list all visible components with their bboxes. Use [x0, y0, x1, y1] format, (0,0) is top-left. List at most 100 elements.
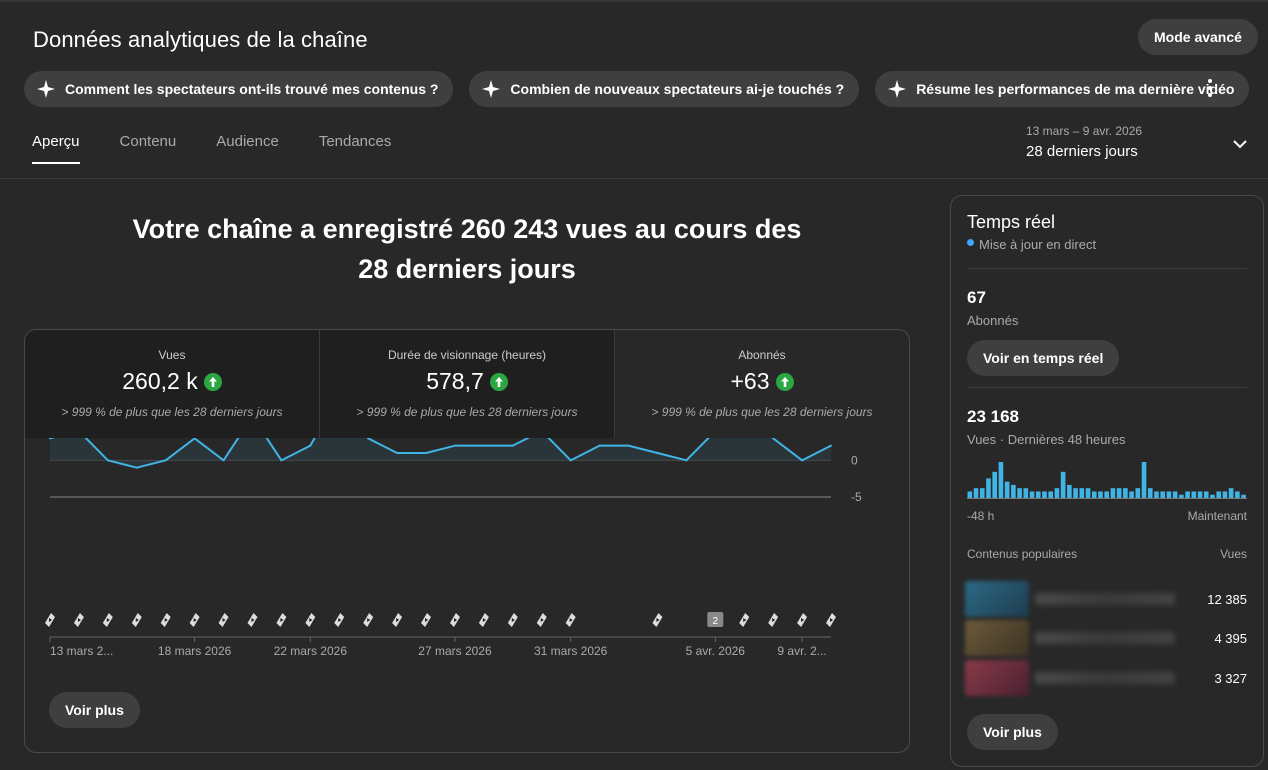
realtime-axis-end: Maintenant [1187, 509, 1247, 523]
realtime-bar [1228, 488, 1234, 498]
realtime-axis-start: -48 h [967, 509, 995, 523]
series-segment [135, 459, 167, 469]
popular-views-count: 3 327 [1214, 671, 1247, 686]
overview-card: Vues 260,2 k > 999 % de plus que les 28 … [24, 329, 910, 753]
realtime-bar [1035, 491, 1041, 498]
metric-comparison: > 999 % de plus que les 28 derniers jour… [651, 405, 873, 419]
realtime-bar [1197, 491, 1203, 498]
summary-headline-line1: Votre chaîne a enregistré 260 243 vues a… [132, 214, 802, 244]
metric-value: +63 [730, 368, 770, 394]
realtime-card: Temps réel Mise à jour en direct 67 Abon… [950, 195, 1264, 767]
shorts-play-mark [222, 618, 226, 622]
realtime-bar [1241, 494, 1246, 498]
shorts-play-mark [338, 618, 342, 622]
series-segment [801, 444, 832, 462]
realtime-views-value: 23 168 [967, 407, 1019, 426]
live-label: Mise à jour en direct [979, 237, 1097, 252]
x-tick-label: 5 avr. 2026 [686, 644, 746, 658]
shorts-play-mark [425, 618, 429, 622]
suggestion-chip-last-video[interactable]: Résume les performances de ma dernière v… [875, 71, 1250, 107]
series-segment [280, 444, 312, 462]
x-tick-label: 31 mars 2026 [534, 644, 608, 658]
suggestion-chip-label: Combien de nouveaux spectateurs ai-je to… [510, 81, 845, 97]
series-segment [547, 438, 572, 462]
arrow-up-circle-icon [203, 372, 222, 391]
realtime-bar [1147, 488, 1153, 498]
popular-content-row[interactable]: 12 385 [965, 581, 1247, 617]
blurred-title [1035, 632, 1175, 644]
shorts-play-mark [280, 618, 284, 622]
realtime-bar [1042, 491, 1047, 498]
shorts-play-mark [193, 618, 197, 622]
date-range-text[interactable]: 13 mars – 9 avr. 2026 [1026, 124, 1143, 138]
x-tick-label: 27 mars 2026 [418, 644, 492, 658]
more-vert-icon[interactable] [1198, 76, 1222, 100]
series-segment [425, 444, 456, 454]
realtime-bar [1222, 491, 1228, 498]
series-segment [685, 438, 710, 462]
view-realtime-button[interactable]: Voir en temps réel [967, 340, 1120, 376]
realtime-bar [1172, 491, 1178, 498]
suggestion-chip-discovery[interactable]: Comment les spectateurs ont-ils trouvé m… [24, 71, 454, 107]
realtime-views-label: Vues · Dernières 48 heures [967, 432, 1126, 447]
tab-trends[interactable]: Tendances [318, 133, 392, 150]
realtime-bar [1110, 488, 1116, 498]
realtime-bar [973, 488, 979, 498]
realtime-bar [1029, 491, 1035, 498]
tab-divider [0, 178, 1268, 179]
popular-content-row[interactable]: 3 327 [965, 660, 1247, 696]
realtime-bar [1085, 488, 1091, 498]
metric-subscribers[interactable]: Abonnés +63 > 999 % de plus que les 28 d… [614, 330, 909, 438]
suggestion-chip-new-viewers[interactable]: Combien de nouveaux spectateurs ai-je to… [469, 71, 860, 107]
see-more-button[interactable]: Voir plus [49, 692, 140, 728]
realtime-bar [1079, 488, 1085, 498]
realtime-bar [1023, 488, 1029, 498]
live-indicator: Mise à jour en direct [967, 237, 1096, 252]
shorts-play-mark [569, 618, 573, 622]
date-period-selector[interactable]: 28 derniers jours [1026, 143, 1138, 160]
popular-views-count: 12 385 [1207, 592, 1247, 607]
advanced-mode-button[interactable]: Mode avancé [1138, 19, 1258, 55]
tab-overview[interactable]: Aperçu [32, 133, 80, 164]
popular-content-row[interactable]: 4 395 [965, 620, 1247, 656]
realtime-bar [1123, 488, 1128, 498]
realtime-bar [986, 478, 991, 498]
shorts-play-mark [772, 618, 776, 622]
realtime-bar [1191, 491, 1197, 498]
chevron-down-icon[interactable] [1230, 134, 1250, 154]
sparkle-icon [37, 80, 55, 98]
realtime-bar [1011, 484, 1016, 498]
realtime-see-more-button[interactable]: Voir plus [967, 714, 1058, 750]
realtime-subscribers-label: Abonnés [967, 313, 1019, 328]
metric-label: Abonnés [738, 348, 786, 362]
realtime-bar [1048, 491, 1054, 498]
shorts-play-mark [830, 618, 833, 622]
y-tick-label: -5 [851, 490, 862, 504]
metric-label: Durée de visionnage (heures) [387, 348, 547, 362]
realtime-bar [1054, 488, 1060, 498]
realtime-bar [1203, 491, 1209, 498]
shorts-play-mark [801, 618, 805, 622]
metric-tabs: Vues 260,2 k > 999 % de plus que les 28 … [25, 330, 909, 438]
realtime-bar [1004, 481, 1010, 498]
shorts-play-mark [656, 618, 660, 622]
realtime-bar [1116, 488, 1122, 498]
realtime-bar [1235, 491, 1240, 498]
series-segment [106, 459, 138, 469]
series-segment [772, 438, 804, 462]
metric-views[interactable]: Vues 260,2 k > 999 % de plus que les 28 … [25, 330, 319, 438]
realtime-bar [1154, 491, 1159, 498]
realtime-bar [1091, 491, 1097, 498]
suggestion-chip-label: Comment les spectateurs ont-ils trouvé m… [65, 81, 439, 97]
shorts-play-mark [540, 618, 544, 622]
tab-content[interactable]: Contenu [119, 133, 177, 150]
shorts-play-mark [251, 618, 255, 622]
metric-watch-time[interactable]: Durée de visionnage (heures) 578,7 > 999… [319, 330, 614, 438]
realtime-bar-chart[interactable] [967, 458, 1247, 502]
realtime-bar [1060, 471, 1066, 498]
metric-comparison: > 999 % de plus que les 28 derniers jour… [61, 405, 283, 419]
summary-headline-line2: 28 derniers jours [358, 254, 576, 284]
series-segment [656, 452, 688, 462]
tab-audience[interactable]: Audience [216, 133, 279, 150]
